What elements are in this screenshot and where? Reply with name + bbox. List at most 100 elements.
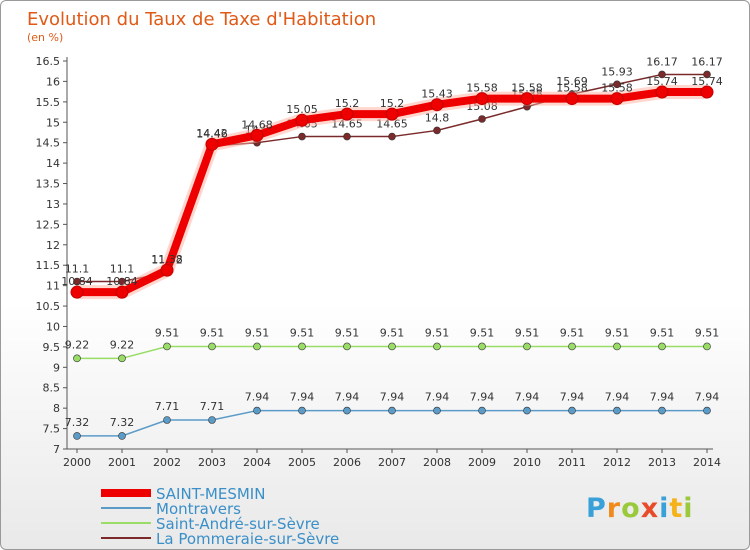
data-point: [253, 342, 261, 351]
x-tick-label: 2011: [558, 456, 586, 469]
y-tick-label: 12.5: [36, 218, 61, 231]
data-label: 11.1: [65, 263, 90, 276]
data-point: [655, 85, 669, 99]
proxiti-logo: Proxiti: [586, 493, 694, 524]
data-label: 9.51: [560, 326, 585, 339]
data-label: 9.51: [245, 326, 270, 339]
data-label: 14.8: [425, 111, 450, 124]
data-label: 15.43: [421, 88, 453, 101]
data-point: [703, 70, 711, 79]
data-label: 9.51: [290, 326, 315, 339]
legend: SAINT-MESMINMontraversSaint-André-sur-Sè…: [101, 485, 339, 548]
data-label: 9.51: [695, 326, 720, 339]
x-tick-label: 2012: [603, 456, 631, 469]
data-label: 15.2: [335, 97, 360, 110]
logo-letter: o: [621, 493, 641, 524]
data-point: [298, 342, 306, 351]
data-point: [343, 406, 351, 415]
x-tick-label: 2008: [423, 456, 451, 469]
data-label: 15.93: [601, 65, 633, 78]
data-label: 9.51: [605, 326, 630, 339]
logo-letter: i: [659, 493, 670, 524]
data-point: [478, 406, 486, 415]
data-point: [703, 406, 711, 415]
data-label: 7.94: [515, 391, 540, 404]
chart-subtitle: (en %): [27, 31, 63, 44]
y-tick-label: 9: [53, 361, 60, 374]
y-tick-label: 11: [46, 280, 60, 293]
data-point: [160, 263, 174, 277]
data-label: 15.74: [691, 75, 723, 88]
data-point: [523, 406, 531, 415]
data-label: 7.32: [65, 416, 90, 429]
data-point: [568, 406, 576, 415]
y-tick-label: 9.5: [43, 341, 61, 354]
data-label: 9.51: [470, 326, 495, 339]
data-label: 7.71: [155, 400, 180, 413]
legend-label: Montravers: [156, 500, 241, 518]
data-point: [613, 406, 621, 415]
data-point: [433, 126, 441, 135]
data-point: [610, 92, 624, 106]
x-tick-label: 2009: [468, 456, 496, 469]
x-tick-label: 2014: [693, 456, 721, 469]
legend-label: La Pommeraie-sur-Sèvre: [156, 530, 339, 548]
data-point: [613, 342, 621, 351]
data-label: 10.84: [61, 275, 93, 288]
x-tick-label: 2010: [513, 456, 541, 469]
data-point: [700, 85, 714, 99]
data-label: 7.94: [245, 391, 270, 404]
data-point: [478, 342, 486, 351]
x-tick-label: 2013: [648, 456, 676, 469]
data-point: [340, 107, 354, 121]
logo-letter: t: [669, 493, 684, 524]
data-point: [658, 70, 666, 79]
x-tick-label: 2006: [333, 456, 361, 469]
data-point: [388, 342, 396, 351]
data-label: 9.51: [155, 326, 180, 339]
data-point: [70, 285, 84, 299]
data-point: [475, 92, 489, 106]
data-point: [253, 406, 261, 415]
data-point: [433, 342, 441, 351]
data-point: [298, 406, 306, 415]
data-label: 7.94: [605, 391, 630, 404]
data-label: 10.84: [106, 275, 138, 288]
data-point: [73, 277, 81, 286]
y-tick-label: 14: [46, 157, 60, 170]
data-point: [208, 342, 216, 351]
y-tick-label: 16: [46, 75, 60, 88]
data-point: [385, 107, 399, 121]
data-point: [478, 115, 486, 123]
x-tick-label: 2000: [63, 456, 91, 469]
data-label: 15.74: [646, 75, 678, 88]
data-label: 9.22: [65, 338, 90, 351]
y-tick-label: 7.5: [43, 423, 61, 436]
y-tick-label: 11.5: [36, 259, 61, 272]
data-label: 16.17: [691, 55, 723, 68]
chart-title: Evolution du Taux de Taxe d'Habitation: [27, 9, 376, 30]
data-label: 9.51: [425, 326, 450, 339]
data-label: 11.38: [151, 253, 183, 266]
data-label: 7.94: [290, 391, 315, 404]
data-point: [118, 432, 126, 440]
y-tick-label: 8: [53, 402, 60, 415]
data-point: [295, 113, 309, 127]
data-label: 7.32: [110, 416, 135, 429]
data-label: 9.51: [515, 326, 540, 339]
data-label: 15.05: [286, 103, 318, 116]
data-label: 7.71: [200, 400, 225, 413]
data-point: [163, 416, 171, 424]
data-point: [298, 132, 306, 141]
data-label: 15.58: [511, 82, 543, 95]
y-tick-label: 10.5: [36, 300, 61, 313]
data-label: 7.94: [650, 391, 675, 404]
data-label: 11.1: [110, 263, 135, 276]
data-point: [658, 342, 666, 351]
data-point: [343, 132, 351, 141]
data-label: 15.58: [556, 82, 588, 95]
data-point: [343, 342, 351, 351]
series-0: 10.84 10.84 11.38 14.46 14.68 15.05 15.2 15.2 15…: [61, 75, 723, 300]
y-tick-label: 10: [46, 320, 60, 333]
data-label: 16.17: [646, 55, 678, 68]
